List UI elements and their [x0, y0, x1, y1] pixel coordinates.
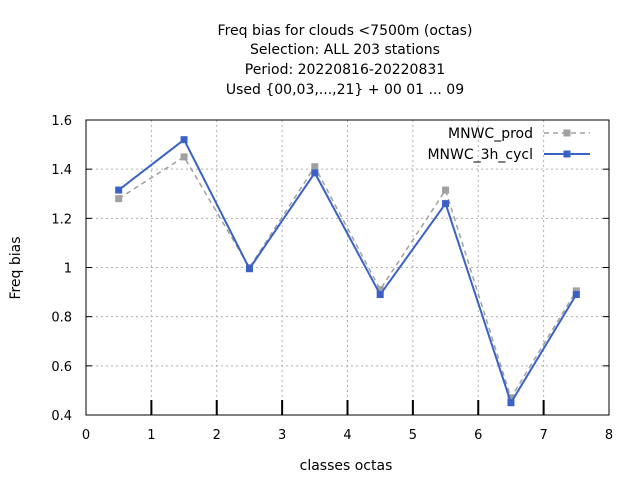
data-point	[115, 195, 123, 203]
data-point	[376, 286, 384, 294]
data-point	[311, 163, 319, 171]
grid	[86, 120, 609, 415]
data-point	[507, 394, 515, 402]
x-tick-label: 1	[147, 428, 155, 443]
axis-ticks	[86, 168, 609, 415]
y-tick-label: 1.2	[51, 212, 72, 227]
legend-entry: MNWC_3h_cycl	[427, 147, 590, 163]
x-axis-tick-labels: 0 1 2 3 4 5 6 7 8	[82, 428, 613, 443]
y-axis-tick-labels: 0.4 0.6 0.8 1 1.2 1.4 1.6	[51, 114, 72, 424]
data-point	[442, 200, 450, 208]
series-MNWC_3h_cycl	[115, 136, 580, 407]
x-tick-label: 8	[605, 428, 613, 443]
x-tick-label: 6	[474, 428, 482, 443]
legend-label: MNWC_3h_cycl	[427, 147, 533, 163]
y-tick-label: 1	[64, 262, 72, 277]
data-point	[572, 287, 580, 295]
legend: MNWC_prod MNWC_3h_cycl	[427, 126, 590, 163]
data-point	[245, 265, 253, 273]
y-axis-label: Freq bias	[8, 236, 24, 299]
legend-label: MNWC_prod	[448, 126, 533, 142]
data-point	[507, 399, 515, 407]
title-line-1: Freq bias for clouds <7500m (octas)	[218, 23, 473, 39]
data-point	[115, 186, 123, 194]
x-tick-label: 3	[278, 428, 286, 443]
x-tick-label: 0	[82, 428, 90, 443]
series-line	[118, 138, 578, 406]
y-tick-label: 0.8	[51, 311, 72, 326]
x-axis-label: classes octas	[300, 458, 393, 474]
legend-entry: MNWC_prod	[448, 126, 590, 142]
y-tick-label: 0.6	[51, 360, 72, 375]
legend-marker	[563, 150, 571, 158]
data-point	[180, 153, 188, 161]
title-line-2: Selection: ALL 203 stations	[250, 42, 440, 58]
y-tick-label: 1.6	[51, 114, 72, 129]
data-point	[572, 291, 580, 299]
title-line-3: Period: 20220816-20220831	[245, 62, 445, 78]
chart-title: Freq bias for clouds <7500m (octas) Sele…	[218, 23, 473, 98]
y-tick-label: 1.4	[51, 163, 72, 178]
series-layer	[115, 136, 580, 407]
legend-marker	[563, 129, 571, 137]
title-line-4: Used {00,03,...,21} + 00 01 ... 09	[226, 82, 464, 98]
data-point	[311, 169, 319, 177]
series-line	[118, 155, 577, 400]
data-point	[442, 186, 450, 194]
x-tick-label: 4	[343, 428, 351, 443]
x-tick-label: 5	[409, 428, 417, 443]
x-tick-label: 2	[213, 428, 221, 443]
x-tick-label: 7	[539, 428, 547, 443]
data-point	[180, 136, 188, 144]
y-tick-label: 0.4	[51, 409, 72, 424]
data-point	[376, 291, 384, 299]
